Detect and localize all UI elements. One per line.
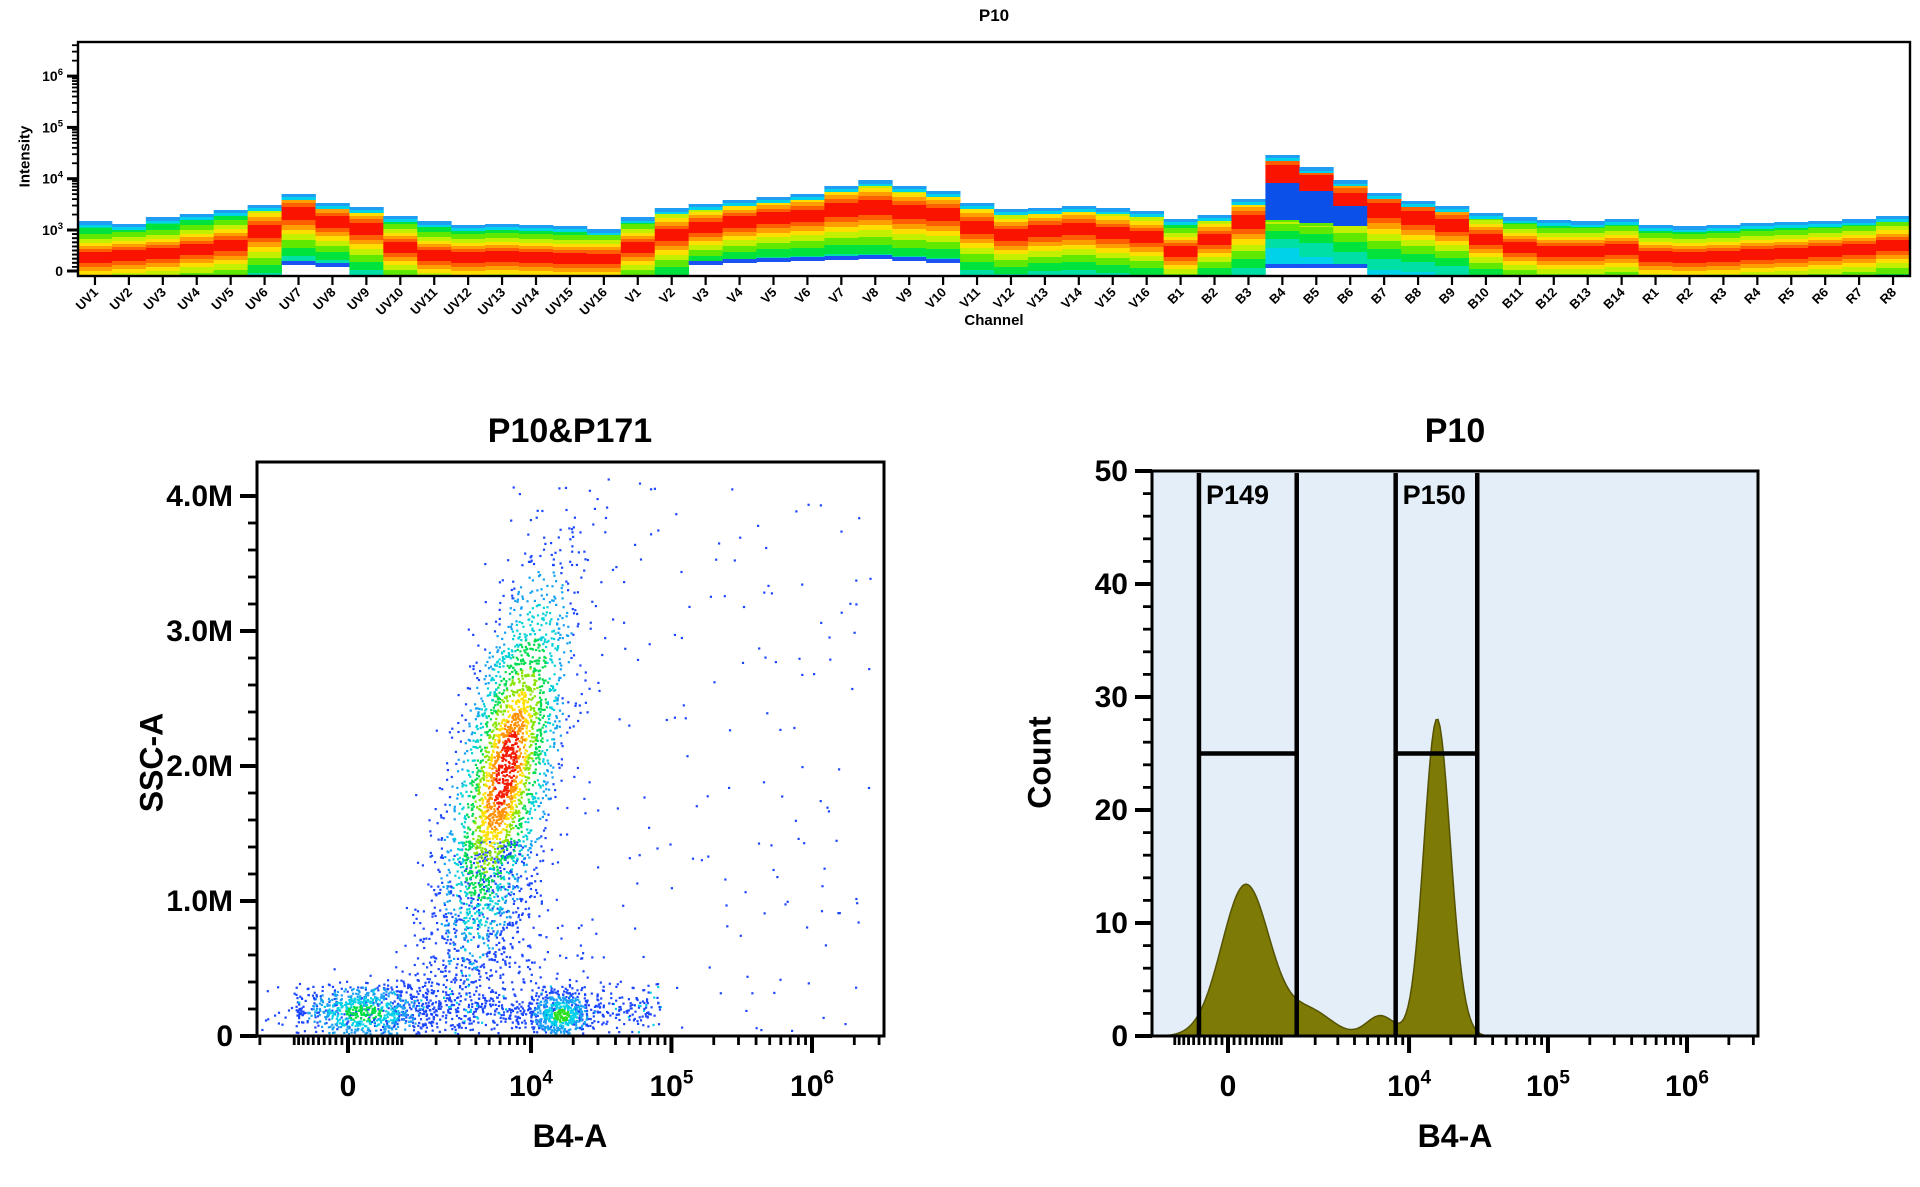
- plot-border: [255, 460, 886, 1038]
- gate-P150: P150: [1393, 473, 1480, 1036]
- x-axis: 0 104 105 106: [258, 1036, 881, 1103]
- y-axis: 01.0M2.0M3.0M4.0M: [166, 480, 257, 1053]
- spectral-columns: [78, 155, 1911, 276]
- scatter-points: [261, 478, 872, 1036]
- svg-text:0: 0: [55, 263, 63, 279]
- plot-border: [1150, 469, 1760, 1038]
- plot-border: [76, 40, 1912, 278]
- spectral-x-axis-label: Channel: [964, 312, 1024, 329]
- x-axis: 0 104 105 106: [1173, 1036, 1755, 1103]
- gate-label: P150: [1403, 480, 1466, 510]
- histogram-x-axis-label: B4-A: [1417, 1118, 1493, 1154]
- gate-label: P149: [1206, 480, 1269, 510]
- spectral-chart-title: P10: [978, 6, 1010, 25]
- gate-P149: P149: [1196, 473, 1299, 1036]
- histogram-chart-title: P10: [1424, 412, 1486, 450]
- scatter-chart-title: P10&P171: [487, 412, 653, 450]
- scatter-x-axis-label: B4-A: [532, 1118, 608, 1154]
